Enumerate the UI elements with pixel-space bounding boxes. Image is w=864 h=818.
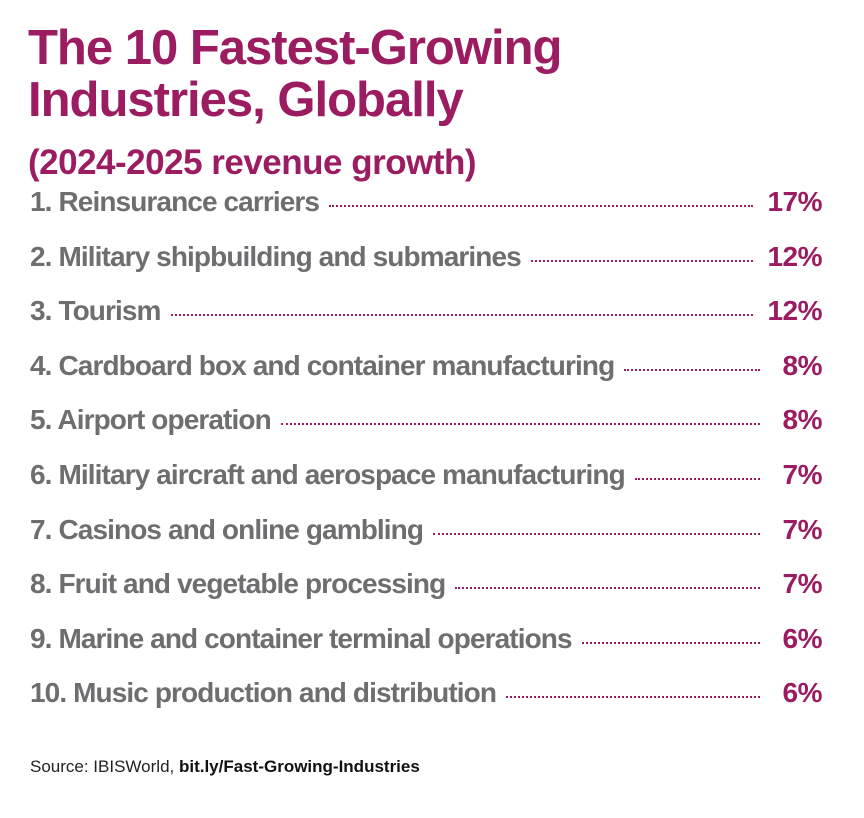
industry-name: Casinos and online gambling — [58, 513, 424, 545]
source-prefix: Source: IBISWorld, — [30, 757, 179, 776]
growth-value: 12% — [767, 295, 822, 327]
table-row: 8. Fruit and vegetable processing 7% — [30, 568, 823, 623]
growth-value: 6% — [782, 622, 823, 654]
dotted-leader — [280, 423, 760, 426]
rank-number: 10. — [30, 677, 67, 709]
growth-value: 6% — [782, 677, 823, 709]
industry-label: 4. Cardboard box and container manufactu… — [30, 349, 615, 382]
industry-label: 6. Military aircraft and aerospace manuf… — [30, 458, 626, 491]
dotted-leader — [624, 368, 760, 371]
table-row: 3. Tourism 12% — [30, 295, 822, 350]
rank-number: 5. — [30, 404, 52, 436]
dotted-leader — [433, 532, 760, 535]
industry-name: Marine and container terminal operations — [58, 622, 572, 654]
table-row: 9. Marine and container terminal operati… — [30, 622, 823, 678]
growth-value: 7% — [782, 458, 823, 490]
growth-value: 8% — [782, 349, 823, 381]
rank-number: 3. — [30, 295, 52, 327]
industry-label: 5. Airport operation — [30, 404, 272, 436]
industry-list: 1. Reinsurance carriers 17% 2. Military sh… — [30, 186, 823, 732]
table-row: 5. Airport operation 8% — [30, 404, 823, 459]
industry-label: 9. Marine and container terminal operati… — [30, 622, 573, 655]
growth-value: 7% — [782, 513, 823, 545]
industry-name: Music production and distribution — [73, 677, 497, 709]
chart-title: The 10 Fastest-Growing Industries, Global… — [28, 21, 562, 127]
industry-name: Fruit and vegetable processing — [58, 568, 446, 600]
industry-name: Tourism — [58, 295, 161, 327]
table-row: 1. Reinsurance carriers 17% — [30, 186, 822, 241]
source-note: Source: IBISWorld, bit.ly/Fast-Growing-I… — [30, 757, 420, 777]
dotted-leader — [170, 314, 754, 317]
dotted-leader — [455, 587, 760, 590]
industry-label: 10. Music production and distribution — [30, 677, 497, 709]
growth-value: 17% — [767, 186, 822, 217]
industry-name: Military aircraft and aerospace manufact… — [58, 458, 625, 490]
table-row: 2. Military shipbuilding and submarines 1… — [30, 241, 822, 296]
dotted-leader — [506, 696, 760, 699]
industry-name: Military shipbuilding and submarines — [58, 240, 521, 272]
growth-value: 8% — [782, 404, 823, 436]
industry-label: 8. Fruit and vegetable processing — [30, 568, 446, 600]
rank-number: 9. — [30, 622, 52, 654]
dotted-leader — [581, 641, 760, 644]
industry-name: Reinsurance carriers — [58, 186, 320, 217]
dotted-leader — [329, 205, 754, 207]
industry-name: Airport operation — [57, 404, 271, 436]
title-line-2: Industries, Globally — [28, 73, 464, 127]
table-row: 6. Military aircraft and aerospace manuf… — [30, 458, 823, 514]
table-row: 4. Cardboard box and container manufactu… — [30, 349, 823, 405]
rank-number: 6. — [30, 458, 52, 490]
title-line-1: The 10 Fastest-Growing — [28, 21, 562, 75]
rank-number: 2. — [30, 240, 52, 272]
source-link[interactable]: bit.ly/Fast-Growing-Industries — [178, 757, 420, 776]
table-row: 7. Casinos and online gambling 7% — [30, 513, 823, 569]
growth-value: 12% — [767, 240, 822, 272]
rank-number: 4. — [30, 349, 52, 381]
rank-number: 8. — [30, 568, 52, 600]
industry-label: 2. Military shipbuilding and submarines — [30, 240, 522, 273]
dotted-leader — [530, 259, 754, 262]
rank-number: 1. — [30, 186, 52, 217]
rank-number: 7. — [30, 513, 52, 545]
industry-label: 7. Casinos and online gambling — [30, 513, 424, 546]
industry-label: 3. Tourism — [30, 295, 161, 327]
chart-subtitle: (2024-2025 revenue growth) — [28, 143, 477, 182]
industry-name: Cardboard box and container manufacturin… — [58, 349, 615, 381]
industry-label: 1. Reinsurance carriers — [30, 186, 320, 218]
table-row: 10. Music production and distribution 6% — [30, 677, 823, 732]
dotted-leader — [634, 477, 760, 480]
growth-value: 7% — [782, 568, 823, 600]
